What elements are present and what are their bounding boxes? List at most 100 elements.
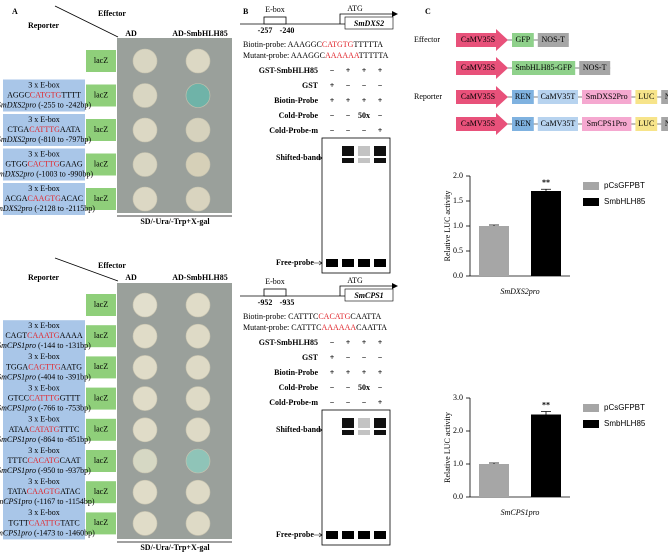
promoter-range: SmCPS1pro (-950 to -937bp): [0, 466, 91, 475]
sequence-part: CAAT: [60, 456, 81, 465]
promoter-range: SmCPS1pro (-144 to -131bp): [0, 341, 91, 350]
colony: [132, 48, 158, 74]
condition-value: +: [378, 398, 383, 407]
sequence-part: GTTT: [60, 393, 81, 402]
shifted-band: [374, 418, 386, 428]
part-label: CaMV35S: [461, 63, 495, 72]
sequence-part: ATAC: [60, 487, 80, 496]
shifted-band: [374, 146, 386, 156]
reporter-box-label: lacZ: [94, 362, 108, 371]
colony: [132, 448, 158, 474]
colony: [185, 417, 211, 443]
construct-part: [537, 90, 578, 104]
tss-arrow: [339, 285, 392, 296]
reporter-box: [86, 294, 116, 316]
sequence: TTTCCACATGCAAT: [8, 456, 81, 465]
reporter-box: [86, 84, 116, 107]
y-axis-label: Relative LUC activity: [443, 412, 452, 483]
sequence-part: CAGT: [5, 331, 27, 340]
condition-value: −: [346, 111, 351, 120]
legend-swatch: [583, 404, 599, 412]
ebox-label: 3 x E-box: [28, 184, 60, 193]
ebox-label: 3 x E-box: [28, 446, 60, 455]
part-label: REN: [515, 119, 531, 128]
promoter-range: SmDXS2pro (-1003 to -990bp): [0, 169, 93, 178]
reporter-box-label: lacZ: [94, 425, 108, 434]
sequence-part: ACAC: [61, 194, 83, 203]
promoter-range-text: (-1167 to -1154bp): [32, 497, 95, 506]
promoter-range-text: (-766 to -753bp): [36, 403, 91, 412]
legend-label: pCsGFPBT: [604, 181, 645, 190]
promoter-name: SmCPS1pro: [0, 435, 36, 444]
probe: Mutant-probe: AAAGGCAAAAAATTTTTA: [243, 51, 389, 60]
part-label: LUC: [638, 92, 654, 101]
probe-label: Mutant-probe:: [243, 323, 291, 332]
colony: [132, 479, 158, 505]
shifted-band: [358, 430, 370, 435]
significance: **: [542, 178, 550, 187]
construct-part: [582, 90, 632, 104]
condition-value: −: [346, 81, 351, 90]
condition-value: −: [378, 353, 383, 362]
legend-label: pCsGFPBT: [604, 403, 645, 412]
sequence-part: TATA: [8, 487, 27, 496]
condition-label: Cold-Probe-m: [269, 398, 318, 407]
sequence-part: CAATTG: [29, 518, 61, 527]
group-label: Effector: [414, 35, 440, 44]
colony: [185, 48, 211, 74]
reporter-box: [86, 512, 116, 535]
sequence-part: GAAG: [60, 159, 83, 168]
reporter-box: [86, 153, 116, 176]
colony: [185, 386, 211, 411]
condition-value: +: [346, 66, 351, 75]
probe-seq: CATTTC: [288, 312, 318, 321]
promoter-name: SmDXS2pro: [0, 169, 34, 178]
column-label: AD: [125, 29, 137, 38]
sequence-part: CATTTG: [29, 125, 60, 134]
header-diagonal: [54, 5, 119, 38]
promoter-range: SmCPS1pro (-1473 to -1460bp): [0, 528, 95, 537]
reporter-box-label: lacZ: [94, 90, 108, 99]
part-label: CaMV35S: [461, 119, 495, 128]
colony: [132, 386, 158, 411]
probe-seq: CAATTA: [350, 312, 381, 321]
panel-label: B: [243, 7, 249, 16]
promoter-range-text: (-255 to -242bp): [36, 100, 91, 109]
probe-seq: CACATG: [318, 312, 350, 321]
reporter-box-label: lacZ: [94, 456, 108, 465]
band-label: Free-probe: [276, 258, 314, 267]
part-label: GFP: [516, 35, 531, 44]
sequence-part: ACGA: [5, 194, 28, 203]
condition-value: +: [330, 81, 335, 90]
condition-value: +: [330, 368, 335, 377]
construct-part: [537, 117, 578, 131]
part-label: CaMV35T: [541, 92, 576, 101]
probe-seq: AAAAAA: [325, 51, 360, 60]
condition-label: GST: [302, 81, 319, 90]
free-probe-band: [342, 531, 354, 539]
condition-value: −: [378, 383, 383, 392]
sequence-part: TTTC: [8, 456, 28, 465]
ebox-label: 3 x E-box: [28, 321, 60, 330]
sequence: GTCCCATTTGGTTT: [8, 393, 81, 402]
probe-seq: AAAAAA: [321, 323, 356, 332]
arrow-head: [392, 11, 398, 17]
reporter-box-label: lacZ: [94, 125, 108, 134]
ebox-label: E-box: [265, 5, 285, 14]
band-arrow: [314, 532, 323, 538]
probe-label: Mutant-probe:: [243, 51, 291, 60]
y-tick-label: 2.0: [453, 426, 463, 435]
promoter-range-text: (-144 to -131bp): [36, 341, 91, 350]
bar: [479, 464, 509, 497]
sequence-part: TATC: [60, 518, 79, 527]
ebox-label: 3 x E-box: [28, 149, 60, 158]
colony: [185, 511, 211, 536]
ebox-label: 3 x E-box: [28, 415, 60, 424]
sequence-part: CACATG: [28, 456, 60, 465]
condition-label: GST-SmbHLH85: [259, 66, 318, 75]
reporter-box-label: lacZ: [94, 331, 108, 340]
promoter-range: SmDXS2pro (-255 to -242bp): [0, 100, 91, 109]
y-tick-label: 1.5: [453, 196, 463, 205]
shifted-band: [342, 418, 354, 428]
sequence: CTGACATTTGAATA: [7, 125, 80, 134]
